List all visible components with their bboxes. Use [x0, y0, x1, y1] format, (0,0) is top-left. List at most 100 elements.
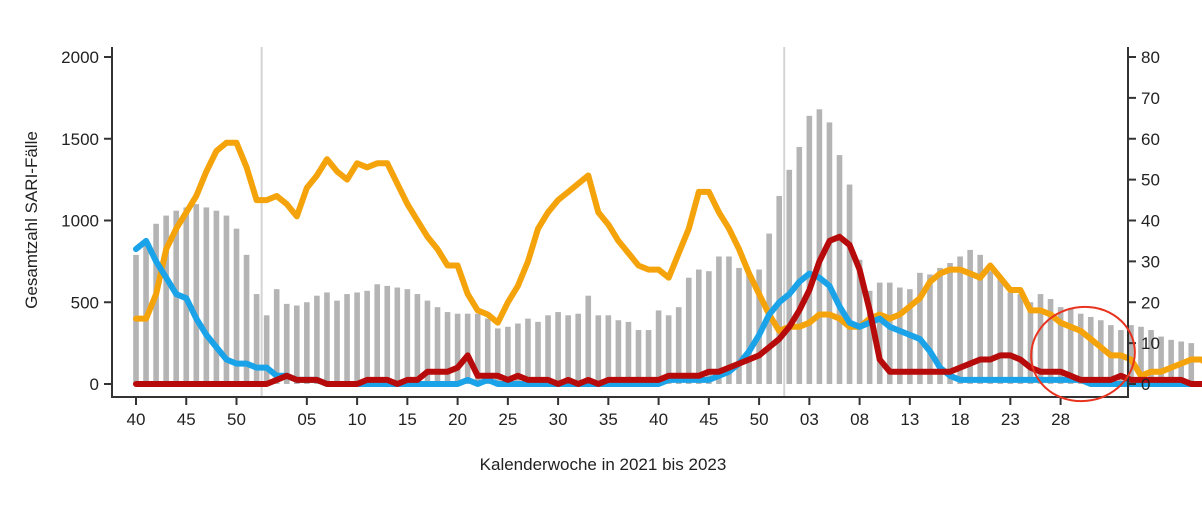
bar	[1188, 343, 1195, 384]
y2-tick-label: 80	[1141, 48, 1160, 67]
highlight-circle-annotation	[1030, 305, 1136, 403]
x-tick-label: 08	[850, 410, 869, 429]
bar	[917, 272, 923, 384]
bar	[927, 274, 933, 384]
bar	[685, 277, 692, 384]
bar	[404, 289, 411, 384]
bar	[1148, 330, 1154, 384]
bar	[776, 195, 782, 384]
bar	[696, 269, 702, 384]
bar	[876, 282, 883, 384]
bar	[826, 122, 833, 385]
bar	[454, 313, 461, 384]
bar	[856, 259, 863, 384]
y2-tick-label: 0	[1141, 375, 1150, 394]
bar	[193, 204, 200, 384]
bar	[334, 300, 340, 384]
bar	[655, 310, 662, 384]
y2-tick-label: 40	[1141, 212, 1160, 231]
bar	[997, 277, 1004, 384]
bar	[1017, 294, 1024, 384]
bar	[1067, 308, 1074, 384]
bar	[344, 294, 350, 384]
bar	[243, 254, 250, 384]
x-tick-label: 50	[750, 410, 769, 429]
bar	[263, 315, 270, 384]
bar	[796, 146, 803, 384]
bar	[314, 295, 320, 384]
y2-tick-label: 70	[1141, 89, 1160, 108]
bar	[756, 269, 762, 384]
bar	[173, 210, 179, 384]
bar	[304, 302, 310, 384]
x-tick-label: 30	[549, 410, 568, 429]
x-tick-label: 25	[498, 410, 517, 429]
line-series-1	[133, 139, 1202, 379]
bar	[1158, 336, 1164, 384]
bar	[324, 292, 330, 384]
bar	[846, 184, 853, 384]
bar	[535, 321, 541, 384]
bar	[394, 287, 401, 384]
x-tick-label: 05	[297, 410, 316, 429]
bar	[866, 290, 873, 384]
y2-tick-label: 50	[1141, 171, 1160, 190]
bar	[1037, 294, 1044, 384]
bar	[947, 263, 953, 384]
bar	[273, 289, 280, 384]
bar	[424, 300, 431, 384]
bar	[706, 271, 712, 384]
bar	[474, 313, 481, 384]
bar	[716, 256, 722, 384]
bar	[605, 315, 612, 384]
y-tick-label: 500	[71, 293, 99, 312]
bar	[1087, 316, 1094, 384]
y-tick-label: 2000	[61, 48, 99, 67]
bar	[444, 312, 451, 384]
bar	[645, 330, 652, 384]
x-tick-label: 20	[448, 410, 467, 429]
bar	[163, 215, 169, 384]
bar	[153, 223, 159, 384]
bar	[746, 272, 752, 384]
bar	[1007, 292, 1014, 384]
bar	[1098, 320, 1104, 384]
axis-frame	[111, 47, 1129, 398]
bar	[786, 169, 793, 384]
bar	[555, 312, 561, 384]
bar	[937, 267, 943, 384]
bar	[806, 115, 813, 385]
x-tick-label: 18	[951, 410, 970, 429]
bar	[1077, 313, 1084, 384]
bar	[253, 294, 260, 384]
bar	[736, 267, 742, 384]
bar	[1047, 298, 1054, 384]
bar	[414, 294, 421, 384]
y2-tick-label: 30	[1141, 252, 1160, 271]
bar	[625, 321, 632, 384]
bar	[233, 228, 240, 384]
bar	[294, 305, 300, 384]
y-tick-label: 1000	[61, 212, 99, 231]
bar	[726, 256, 732, 384]
bar	[1027, 302, 1034, 384]
x-tick-label: 10	[348, 410, 367, 429]
bar	[464, 313, 471, 384]
x-tick-label: 40	[127, 410, 146, 429]
bar	[354, 292, 360, 384]
bar	[1128, 325, 1134, 384]
x-tick-label: 13	[900, 410, 919, 429]
bar	[585, 295, 592, 384]
y-tick-label: 1500	[61, 130, 99, 149]
bar	[836, 155, 843, 384]
y-axis-title: Gesamtzahl SARI-Fälle	[22, 131, 41, 309]
x-tick-label: 35	[599, 410, 618, 429]
bar	[565, 315, 571, 384]
bar	[595, 315, 602, 384]
x-tick-label: 45	[699, 410, 718, 429]
x-tick-label: 28	[1051, 410, 1070, 429]
bar	[897, 287, 903, 384]
bar	[1057, 307, 1064, 384]
bar	[213, 210, 220, 384]
